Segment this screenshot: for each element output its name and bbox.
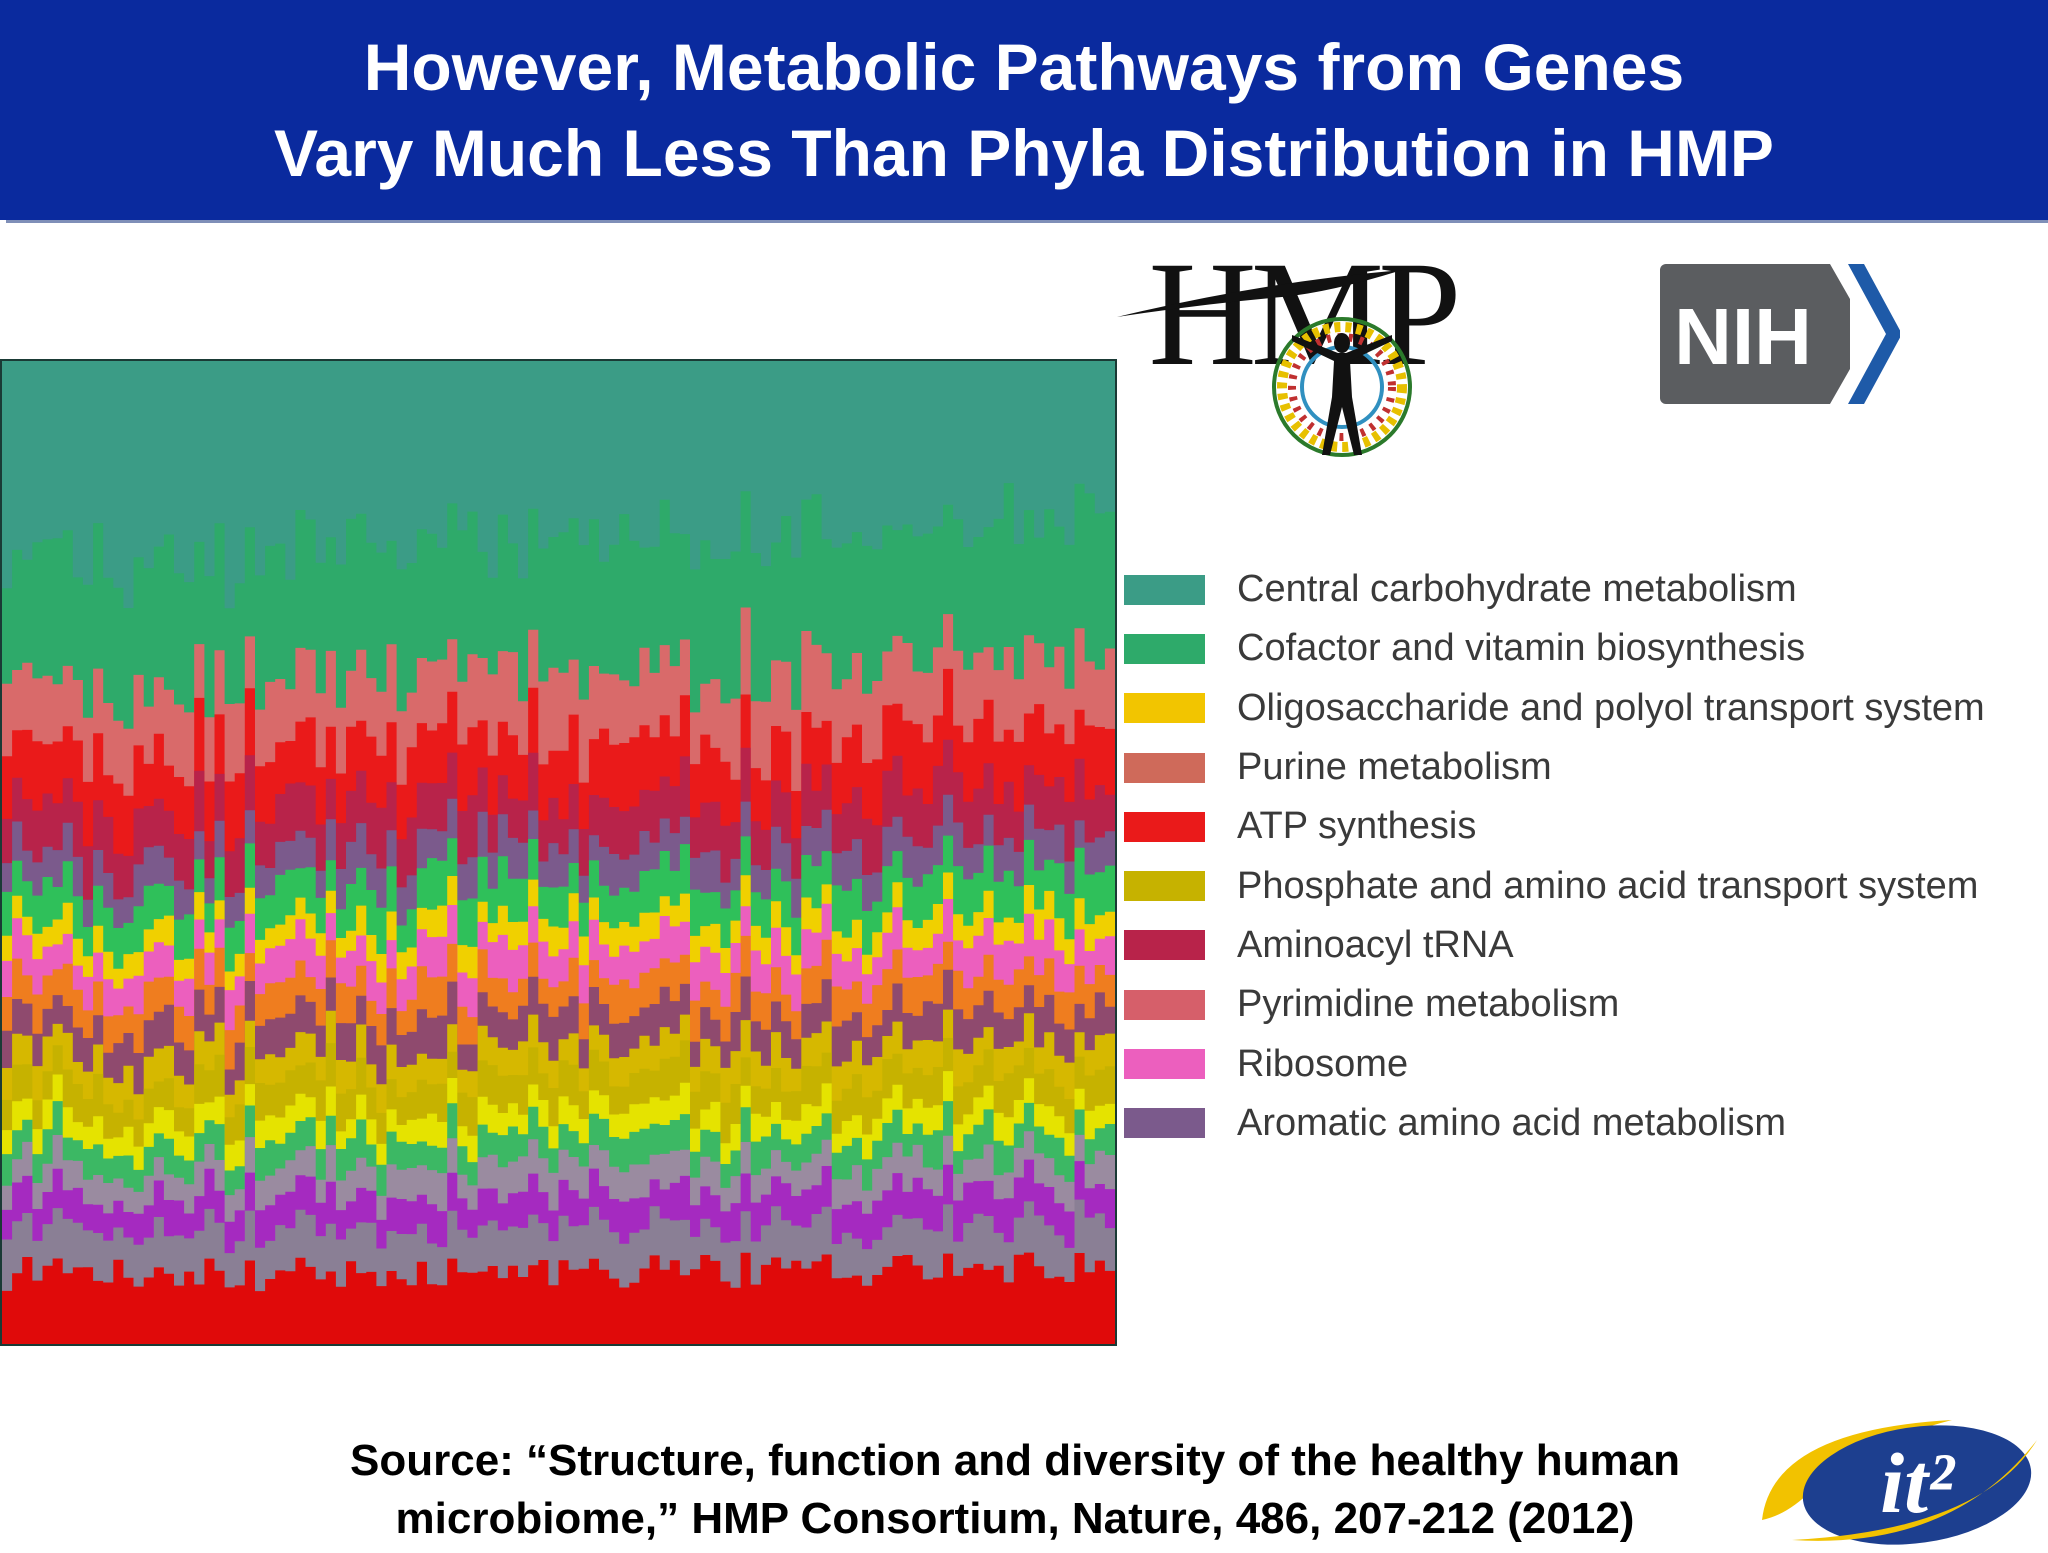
legend-item: Phosphate and amino acid transport syste… — [1124, 856, 2044, 915]
legend-swatch — [1124, 1049, 1205, 1080]
it2-logo: it² — [1762, 1420, 2037, 1545]
legend-label: Central carbohydrate metabolism — [1237, 568, 1797, 611]
legend-label: Oligosaccharide and polyol transport sys… — [1237, 686, 1985, 729]
legend-swatch — [1124, 693, 1205, 724]
legend-swatch — [1124, 574, 1205, 605]
legend-item: Aminoacyl tRNA — [1124, 916, 2044, 975]
legend-swatch — [1124, 811, 1205, 842]
legend-label: Ribosome — [1237, 1042, 1409, 1085]
source-line-2: microbiome,” HMP Consortium, Nature, 486… — [395, 1494, 1635, 1543]
legend-item: Central carbohydrate metabolism — [1124, 560, 2044, 619]
page-title-line-1: However, Metabolic Pathways from Genes — [363, 30, 1685, 104]
legend-swatch — [1124, 752, 1205, 783]
legend-swatch — [1124, 930, 1205, 961]
source-citation: Source: “Structure, function and diversi… — [280, 1432, 1750, 1548]
legend-item: Ribosome — [1124, 1034, 2044, 1093]
hmp-logo: HMP — [1117, 231, 1462, 457]
legend-label: Phosphate and amino acid transport syste… — [1237, 864, 1979, 907]
legend-swatch — [1124, 633, 1205, 664]
title-banner: However, Metabolic Pathways from Genes V… — [0, 0, 2048, 220]
chart-legend: Central carbohydrate metabolism Cofactor … — [1124, 560, 2044, 1153]
it2-logo-text: it² — [1880, 1435, 1956, 1531]
legend-item: Oligosaccharide and polyol transport sys… — [1124, 679, 2044, 738]
legend-label: Cofactor and vitamin biosynthesis — [1237, 627, 1806, 670]
legend-item: Aromatic amino acid metabolism — [1124, 1094, 2044, 1153]
nih-logo-text: NIH — [1674, 292, 1812, 381]
legend-swatch — [1124, 1108, 1205, 1139]
legend-label: Aminoacyl tRNA — [1237, 923, 1514, 966]
nih-logo: NIH — [1660, 264, 1900, 404]
chart-canvas — [2, 361, 1115, 1344]
pathway-stacked-area-chart — [0, 359, 1117, 1346]
legend-label: ATP synthesis — [1237, 805, 1477, 848]
legend-swatch — [1124, 871, 1205, 902]
page-title-line-2: Vary Much Less Than Phyla Distribution i… — [274, 116, 1774, 190]
legend-item: Pyrimidine metabolism — [1124, 975, 2044, 1034]
source-line-1: Source: “Structure, function and diversi… — [350, 1436, 1680, 1485]
legend-label: Pyrimidine metabolism — [1237, 983, 1620, 1026]
legend-label: Purine metabolism — [1237, 746, 1552, 789]
legend-label: Aromatic amino acid metabolism — [1237, 1101, 1787, 1144]
legend-item: Cofactor and vitamin biosynthesis — [1124, 619, 2044, 678]
area-band — [2, 1252, 1115, 1344]
legend-item: Purine metabolism — [1124, 738, 2044, 797]
legend-swatch — [1124, 989, 1205, 1020]
legend-item: ATP synthesis — [1124, 797, 2044, 856]
